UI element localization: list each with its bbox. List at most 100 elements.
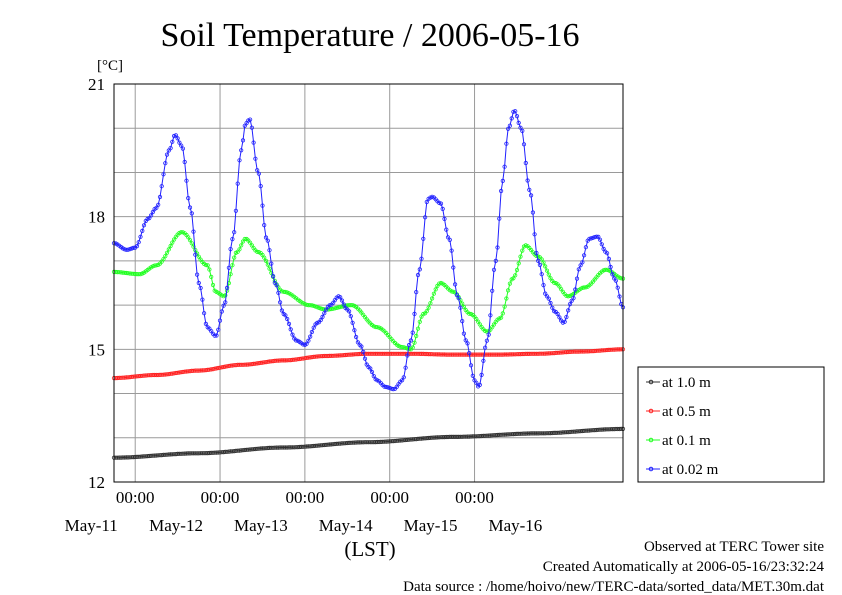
data-point [417,319,422,324]
series-line [113,231,624,350]
data-point [613,278,619,283]
data-point [226,265,231,270]
data-point [277,300,283,305]
data-point [309,329,314,335]
data-point [451,265,456,270]
data-point [461,331,466,336]
data-point [516,261,521,266]
time-tick-label: 00:00 [116,488,155,507]
data-point [159,184,164,189]
data-point [175,136,180,141]
data-point [362,356,368,361]
data-point [527,187,532,192]
data-point [426,305,431,310]
legend-swatch-marker [648,379,654,385]
data-point [537,262,543,267]
data-point [573,287,578,292]
data-point [223,293,228,298]
data-point [566,294,571,299]
data-point [214,333,219,338]
data-point [177,140,182,145]
data-point [239,243,244,248]
data-point [391,386,396,392]
data-point [482,345,488,350]
data-point [346,309,352,314]
series-at-1-0-m [111,426,626,460]
data-point [597,237,603,242]
data-point [514,114,520,119]
data-point [368,366,373,371]
data-point [410,345,415,350]
data-point [406,342,412,348]
data-point [341,302,346,307]
data-point [217,318,223,323]
data-point [505,126,511,131]
data-point [223,300,228,305]
data-point [196,254,201,259]
data-point [546,296,551,301]
data-point [500,178,505,183]
data-point [608,264,613,270]
data-point [228,272,233,277]
data-point [304,341,309,346]
data-point [359,344,364,349]
data-point [168,146,173,151]
data-point [516,120,521,126]
data-point [449,289,454,294]
day-label: May-16 [488,516,542,535]
data-point [311,325,316,330]
data-point [221,303,226,308]
data-point [166,247,171,252]
data-point [270,273,276,279]
data-point [513,273,518,278]
data-point [490,288,495,293]
data-point [415,272,421,278]
legend-entries: at 1.0 m at 0.5 m at 0.1 m at 0.02 m [646,375,719,478]
data-point [232,255,237,260]
data-point [548,276,553,281]
data-point [260,203,265,208]
data-point [203,262,208,268]
data-point [256,171,261,176]
data-point [557,315,562,320]
data-point [322,311,327,316]
data-point [141,223,147,228]
data-point [511,276,516,281]
data-point [239,148,244,153]
data-point [198,285,203,291]
data-point [173,133,178,138]
x-axis-label: (LST) [344,537,395,561]
data-point [401,375,406,380]
data-point [511,109,516,114]
data-point [311,303,316,308]
data-point [484,338,489,343]
data-point [138,271,143,277]
data-point [587,236,592,241]
data-point [481,358,486,363]
data-point [251,140,256,145]
data-point [452,282,458,287]
data-point [551,280,557,285]
data-point [385,385,390,390]
legend: at 1.0 m at 0.5 m at 0.1 m at 0.02 m [637,366,825,483]
time-tick-label: 00:00 [286,488,325,507]
data-point [184,178,189,183]
data-point [468,363,474,368]
data-point [449,248,454,253]
data-point [438,201,444,206]
data-point [421,236,426,241]
data-point [232,230,237,235]
data-point [182,159,187,165]
data-point [371,373,376,379]
series-at-0-1-m [111,230,626,352]
data-point [493,258,498,263]
data-point [131,245,136,250]
data-point [179,143,184,148]
data-point [170,240,175,245]
data-point [134,244,140,249]
data-point [562,319,567,324]
data-point [518,254,523,259]
data-point [157,194,163,200]
data-point [212,333,217,338]
y-tick-label: 15 [88,340,105,359]
